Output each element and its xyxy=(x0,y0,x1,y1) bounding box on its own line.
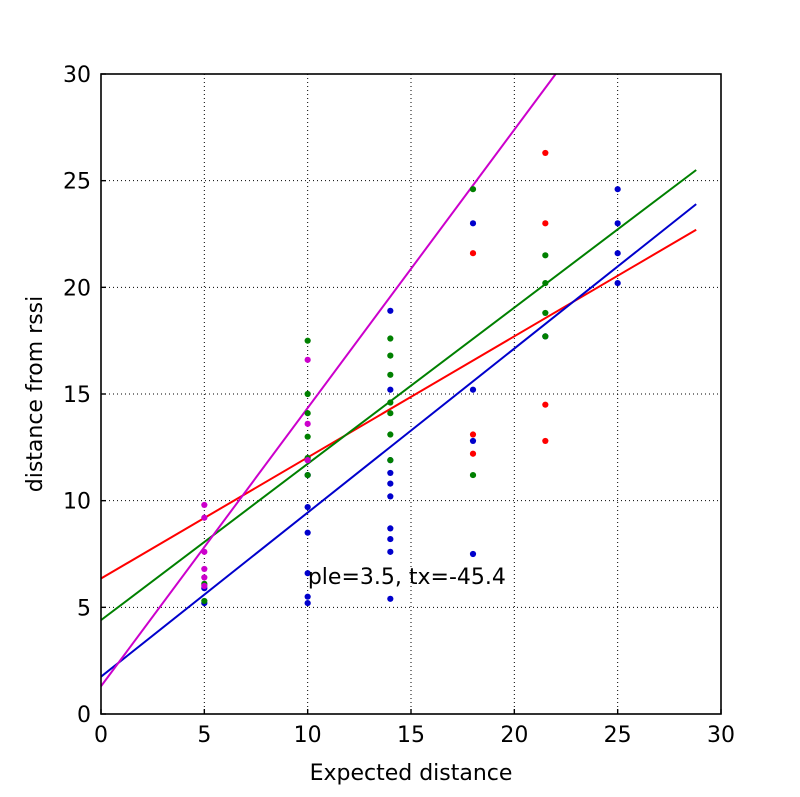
data-point xyxy=(304,593,311,600)
data-point xyxy=(304,356,311,363)
x-axis-title: Expected distance xyxy=(310,761,513,786)
data-point xyxy=(304,599,311,607)
data-point xyxy=(304,570,311,577)
data-point xyxy=(304,337,311,344)
red-fit-line xyxy=(100,228,697,580)
data-point xyxy=(542,220,549,227)
data-point xyxy=(387,335,394,342)
data-point xyxy=(469,450,477,457)
data-point xyxy=(304,529,311,536)
chart-annotation: ple=3.5, tx=-45.4 xyxy=(308,565,506,590)
data-point xyxy=(542,309,549,317)
data-point xyxy=(469,471,477,479)
data-point xyxy=(614,250,621,257)
data-point xyxy=(387,457,394,464)
data-point xyxy=(387,371,394,378)
y-tick-label: 10 xyxy=(63,490,91,515)
data-point xyxy=(469,250,477,257)
x-tick-label: 15 xyxy=(397,723,425,748)
data-point xyxy=(387,352,394,359)
data-point xyxy=(542,149,549,157)
blue-fit-line xyxy=(100,203,697,678)
data-point xyxy=(542,252,549,259)
data-point xyxy=(201,582,208,590)
annotations-group: ple=3.5, tx=-45.4 xyxy=(308,565,506,590)
data-point xyxy=(304,390,311,398)
data-point xyxy=(387,399,394,406)
y-tick-label: 30 xyxy=(63,63,91,88)
data-point xyxy=(304,457,311,464)
x-tick-label: 20 xyxy=(500,723,528,748)
magenta-fit-line xyxy=(100,73,557,687)
x-tick-label: 0 xyxy=(94,723,108,748)
data-point xyxy=(304,433,311,440)
data-point xyxy=(387,431,394,438)
y-tick-label: 0 xyxy=(77,703,91,728)
y-tick-label: 25 xyxy=(63,170,91,195)
data-point xyxy=(201,565,208,573)
data-point xyxy=(387,595,394,602)
y-tick-label: 20 xyxy=(63,276,91,301)
data-point xyxy=(469,550,477,558)
data-point xyxy=(542,279,549,287)
data-point xyxy=(542,333,549,340)
data-point xyxy=(542,401,549,408)
data-point xyxy=(387,535,394,543)
data-point xyxy=(201,574,208,581)
data-point xyxy=(201,548,208,555)
data-point xyxy=(304,420,311,427)
y-axis-title: distance from rssi xyxy=(23,296,48,493)
x-tick-label: 5 xyxy=(197,723,211,748)
axis-ticks xyxy=(100,73,722,715)
x-tick-label: 30 xyxy=(707,723,735,748)
y-tick-label: 5 xyxy=(77,596,91,621)
data-point xyxy=(201,501,208,509)
fit-lines-group xyxy=(100,73,697,687)
data-point xyxy=(469,386,477,393)
data-point xyxy=(387,410,394,417)
data-point xyxy=(469,186,477,193)
data-point xyxy=(304,410,311,417)
data-point xyxy=(469,437,477,445)
axis-tick-labels: 0 5 10 15 20 25 30 0 5 10 15 20 25 30 xyxy=(63,63,735,748)
scatter-points-group xyxy=(201,149,621,607)
data-point xyxy=(614,220,621,227)
green-fit-line xyxy=(100,169,697,621)
data-point xyxy=(387,525,394,532)
data-point xyxy=(387,493,394,500)
data-point xyxy=(614,279,621,287)
data-point xyxy=(387,480,394,487)
data-point xyxy=(387,469,394,477)
data-point xyxy=(201,514,208,521)
x-tick-label: 10 xyxy=(294,723,322,748)
data-point xyxy=(387,386,394,393)
data-point xyxy=(304,471,311,479)
y-tick-label: 15 xyxy=(63,383,91,408)
data-point xyxy=(614,186,621,193)
data-point xyxy=(469,431,477,438)
x-tick-label: 25 xyxy=(604,723,632,748)
data-point xyxy=(387,548,394,555)
data-point xyxy=(304,503,311,511)
data-point xyxy=(387,307,394,314)
data-point xyxy=(542,437,549,445)
data-point xyxy=(469,220,477,227)
data-point xyxy=(201,597,208,605)
